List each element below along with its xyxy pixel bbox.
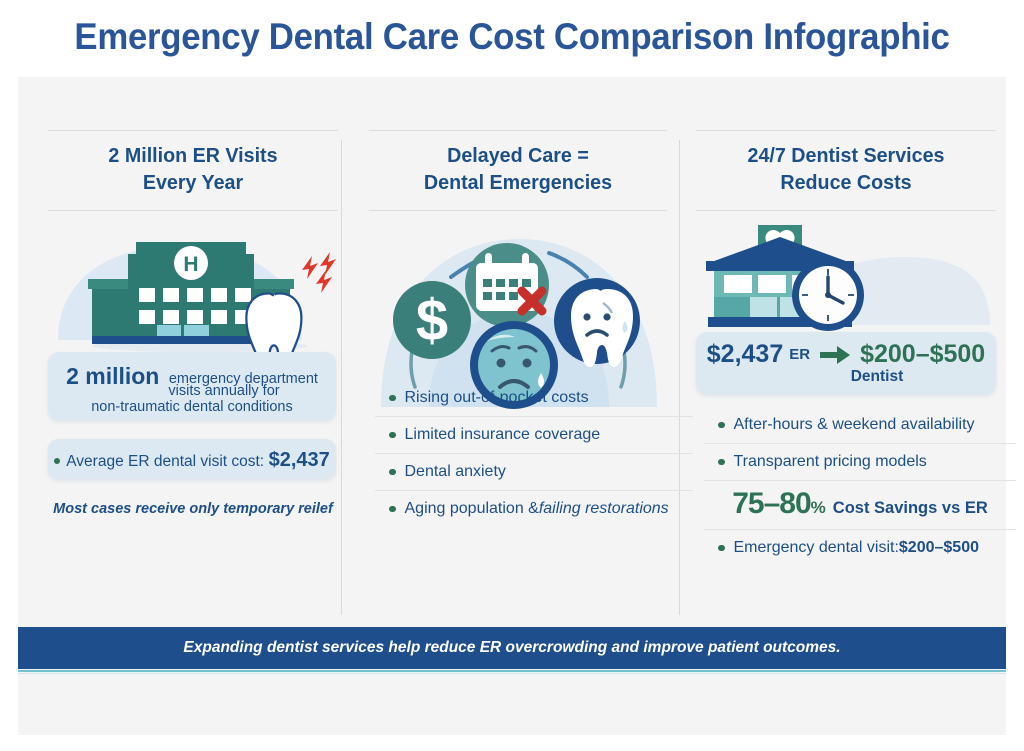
list-item-label: Limited insurance coverage: [404, 426, 601, 443]
header-rule-top-1: [48, 130, 338, 131]
column-divider-1: [341, 140, 342, 615]
list-item: Rising out-of-pocket costs: [375, 380, 693, 416]
list-item-emphasis: failing restorations: [538, 500, 669, 517]
list-item: Dental anxiety: [375, 453, 693, 490]
stat-value: 2 million: [66, 363, 160, 389]
header-rule-bottom-2: [369, 210, 667, 211]
list-item: Limited insurance coverage: [375, 416, 693, 453]
column-heading-2: Delayed Care = Dental Emergencies: [365, 142, 670, 196]
stat-desc-line3: non-traumatic dental conditions: [91, 399, 293, 415]
footer-banner: Expanding dentist services help reduce E…: [18, 627, 1006, 669]
column-heading-3-line1: 24/7 Dentist Services: [747, 144, 945, 167]
list-item-label: Aging population &: [404, 500, 539, 517]
column-heading-2-line2: Dental Emergencies: [423, 171, 613, 195]
column-heading-1-line2: Every Year: [142, 171, 244, 195]
header-rule-bottom-1: [48, 210, 338, 211]
bullet-dot-icon: [389, 431, 396, 439]
footer-accent-line-teal: [18, 670, 1006, 672]
list-item: Emergency dental visit: $200–$500: [704, 529, 1016, 566]
content-panel: 2 Million ER Visits Every Year H: [18, 77, 1016, 735]
bullet-dot-icon: [718, 458, 725, 466]
arrow-right-icon: [820, 345, 851, 364]
page-title: Emergency Dental Care Cost Comparison In…: [74, 16, 950, 57]
er-amount: $2,437: [706, 340, 784, 368]
svg-text:H: H: [183, 253, 198, 276]
column-heading-3: 24/7 Dentist Services Reduce Costs: [696, 142, 996, 196]
bullet-dot-icon: [718, 421, 725, 429]
stat-desc-line1: emergency department: [168, 371, 318, 388]
column-divider-2: [679, 140, 680, 615]
column-heading-1: 2 Million ER Visits Every Year: [46, 142, 340, 196]
list-item-label: After-hours & weekend availability: [733, 416, 975, 433]
list-item: After-hours & weekend availability: [704, 407, 1016, 443]
column-1-caption: Most cases receive only temporary reilef: [53, 501, 333, 517]
stat-desc-line2: visits annually for: [168, 383, 280, 399]
list-item-label: Transparent pricing models: [733, 453, 927, 470]
header-rule-top-3: [696, 130, 996, 131]
list-item: Aging population & failing restorations: [375, 490, 693, 527]
svg-text:$: $: [416, 288, 448, 353]
er-label: ER: [789, 346, 811, 363]
dentist-bullet-list: After-hours & weekend availability Trans…: [690, 407, 1024, 566]
savings-label: Cost Savings vs ER: [832, 499, 988, 517]
header-rule-top-2: [369, 130, 667, 131]
cost-compare-row: $2,437 ER $200–$500: [707, 340, 985, 369]
stat-card-er-cost: Average ER dental visit cost: $2,437: [48, 439, 336, 479]
header-rule-bottom-3: [696, 210, 996, 211]
column-heading-3-line2: Reduce Costs: [780, 171, 912, 195]
final-bullet-label: Emergency dental visit:: [733, 539, 899, 556]
list-item-label: Dental anxiety: [404, 463, 506, 480]
er-cost-label: Average ER dental visit cost:: [66, 453, 265, 470]
dentist-amount: $200–$500: [860, 340, 986, 368]
dentist-label: Dentist: [850, 368, 904, 385]
footer-message: Expanding dentist services help reduce E…: [183, 639, 841, 656]
stat-card-2million: 2 million emergency department visits an…: [48, 352, 336, 420]
final-bullet-value: $200–$500: [898, 539, 979, 556]
list-item-label: Rising out-of-pocket costs: [404, 389, 589, 406]
bullet-dot-icon: [718, 544, 725, 552]
column-er-visits: 2 Million ER Visits Every Year H: [40, 77, 346, 617]
list-item: Transparent pricing models: [704, 443, 1016, 480]
cost-compare-bar: $2,437 ER $200–$500 Dentist: [696, 332, 996, 394]
column-heading-2-line1: Delayed Care =: [447, 144, 589, 167]
bullet-dot-icon: [389, 468, 396, 476]
bullet-dot-icon: [389, 394, 396, 402]
savings-number: 75–80: [732, 487, 811, 520]
delayed-care-bullet-list: Rising out-of-pocket costs Limited insur…: [359, 380, 709, 527]
column-heading-1-line1: 2 Million ER Visits: [108, 144, 278, 167]
savings-row: 75–80% Cost Savings vs ER: [704, 480, 1016, 529]
footer-accent-line-light: [18, 673, 1006, 674]
delayed-care-illustration: $: [359, 217, 677, 417]
dental-clinic-illustration: [690, 217, 1002, 337]
er-cost-value: $2,437: [268, 449, 330, 471]
bullet-dot-icon: [389, 505, 396, 513]
column-delayed-care: Delayed Care = Dental Emergencies $: [359, 77, 693, 617]
column-dentist-services: 24/7 Dentist Services Reduce Costs: [690, 77, 1016, 617]
hospital-illustration: H: [40, 222, 346, 362]
savings-percent-sign: %: [810, 498, 826, 517]
bullet-dot-icon: [54, 457, 61, 464]
